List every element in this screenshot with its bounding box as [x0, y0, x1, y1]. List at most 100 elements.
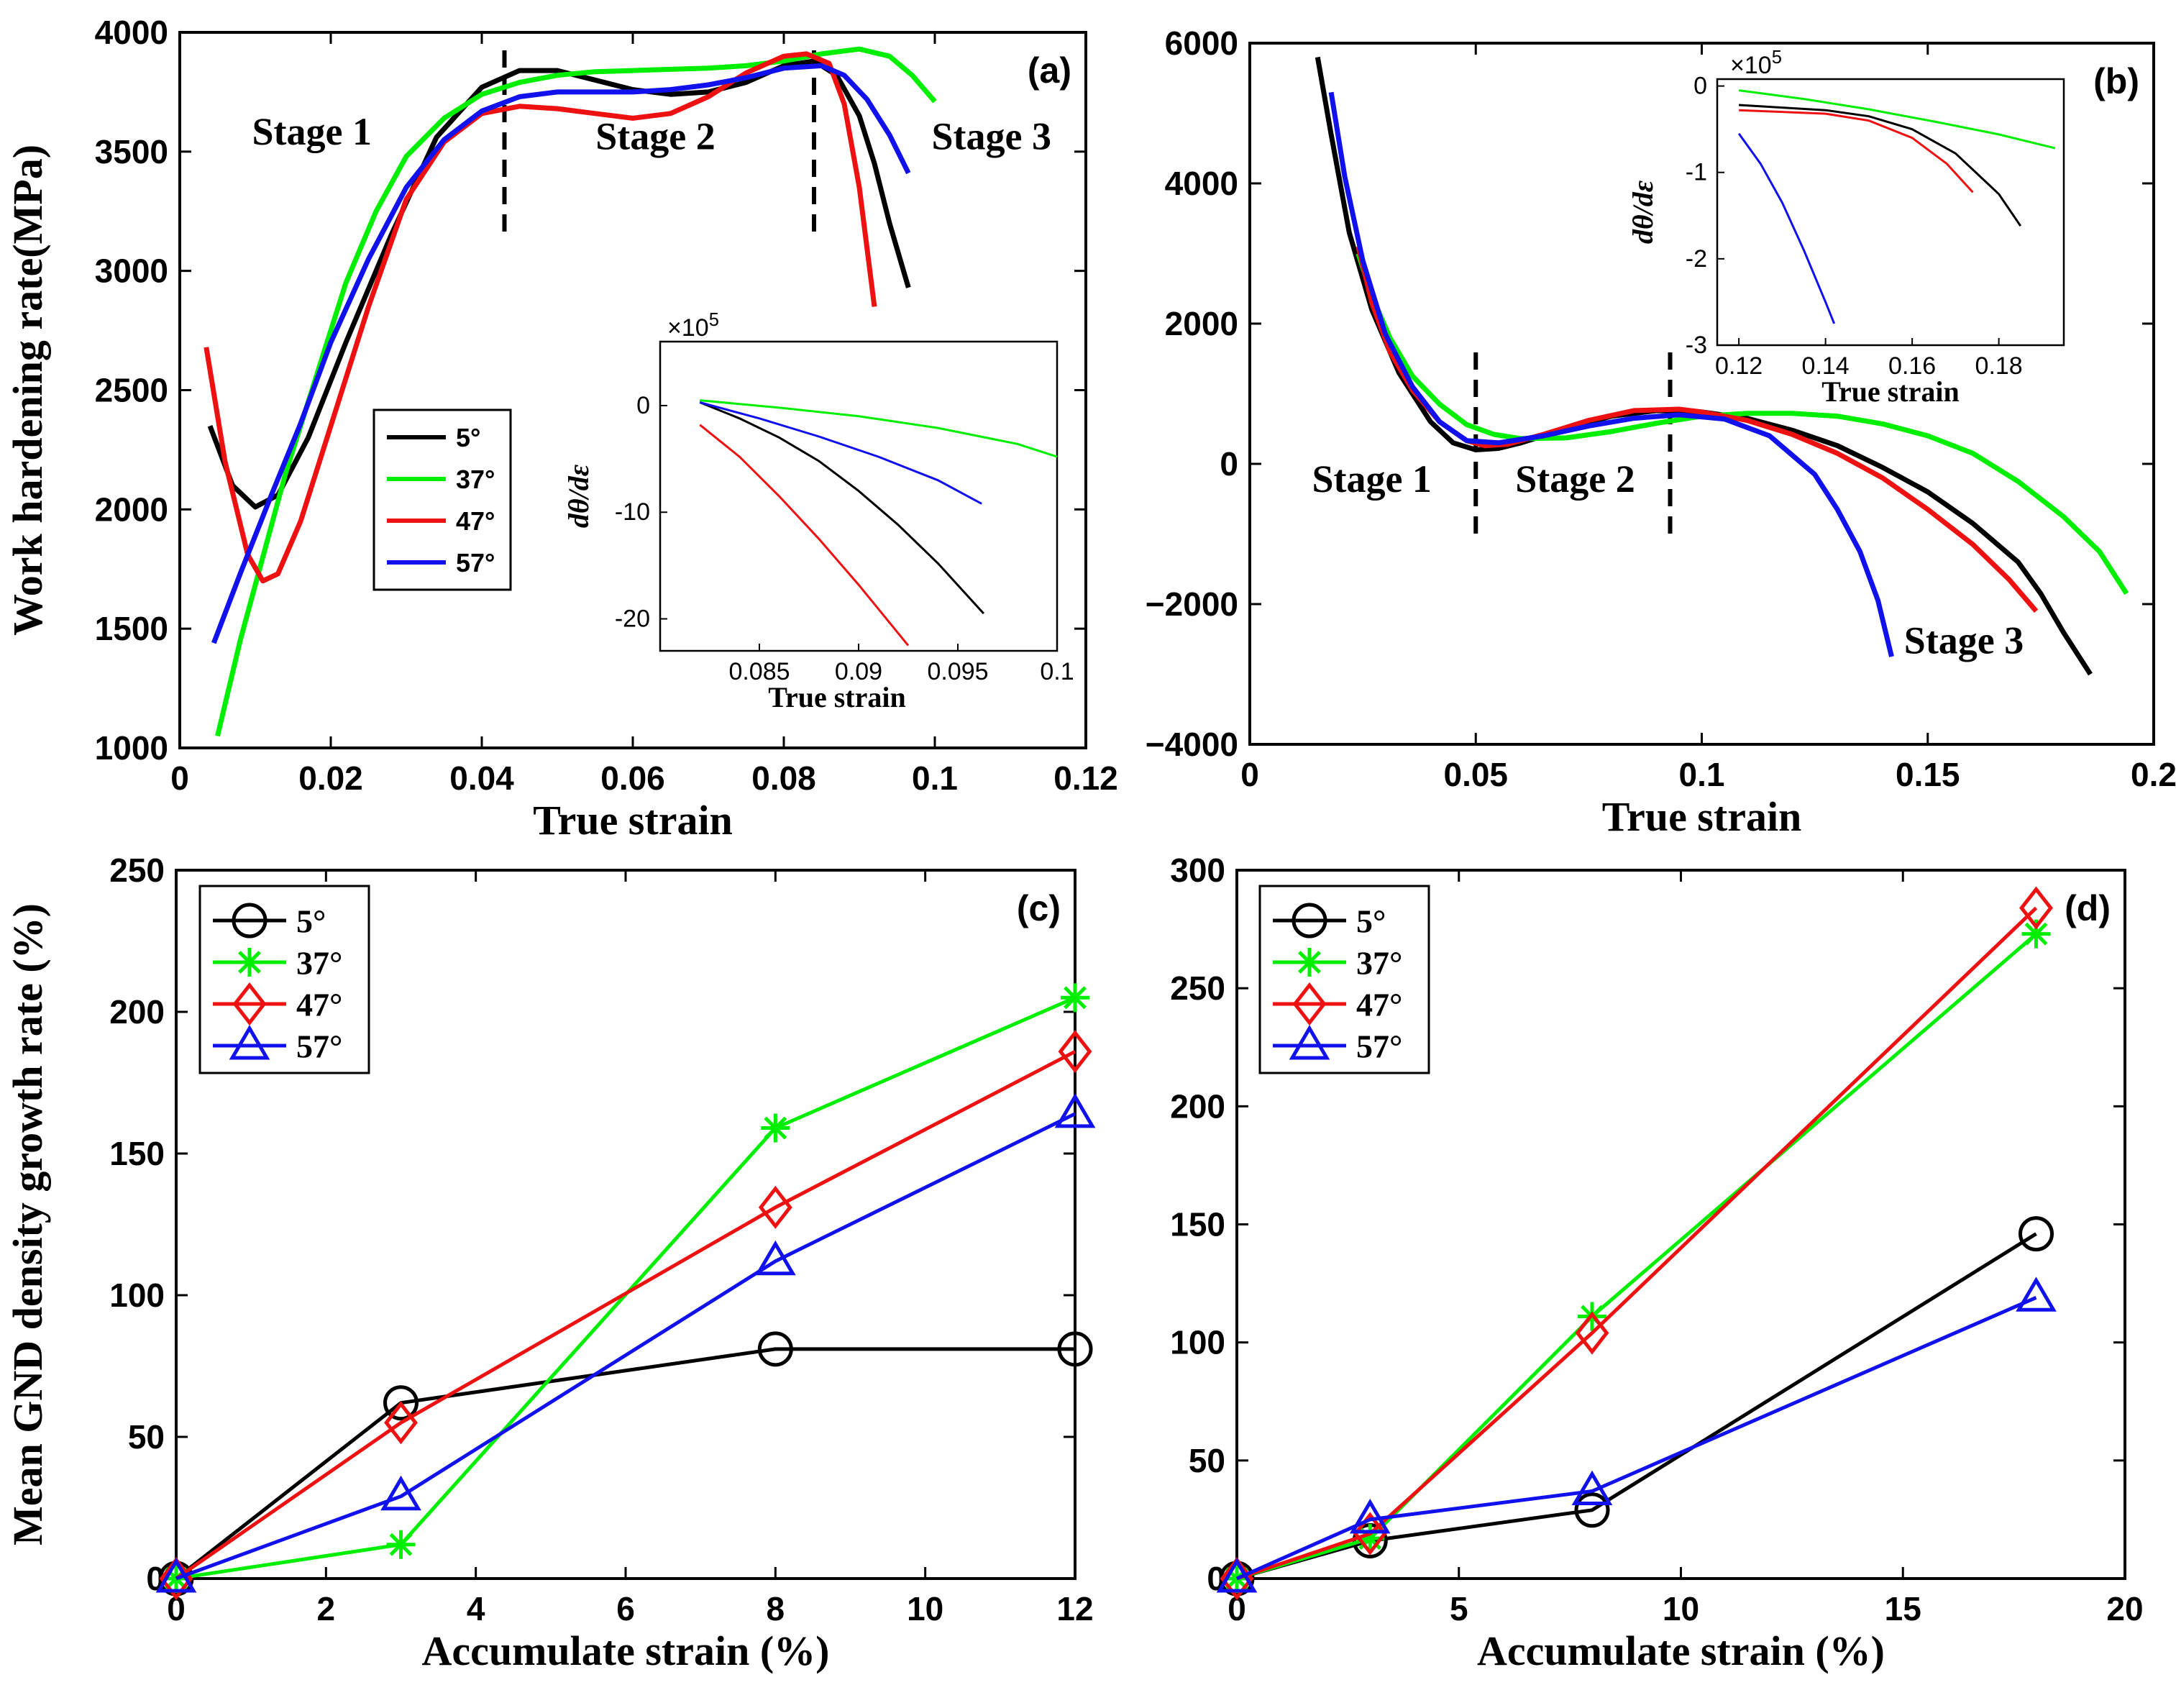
inset-y-tick-label: -1	[1686, 159, 1707, 186]
y-tick-label: 2000	[95, 490, 168, 528]
legend-label: 37°	[456, 465, 495, 494]
y-tick-label: 100	[1170, 1324, 1225, 1361]
data-point-triangle	[1571, 1470, 1613, 1506]
x-tick-label: 0.06	[600, 759, 665, 797]
panel-label: (a)	[1028, 50, 1071, 91]
series-line-47°	[175, 1049, 1076, 1581]
data-point-circle	[2019, 1216, 2054, 1252]
legend-label: 47°	[456, 506, 495, 536]
x-tick-label: 12	[1056, 1590, 1093, 1627]
y-tick-label: 200	[1170, 1087, 1225, 1125]
legend-marker-diamond	[1292, 982, 1327, 1026]
series-line-57°	[211, 63, 911, 644]
data-point-diamond	[159, 1556, 193, 1601]
x-tick-label: 15	[1885, 1590, 1921, 1627]
inset-frame	[659, 340, 1059, 652]
series-47°	[159, 1030, 1092, 1601]
legend-item-5°: 5°	[1273, 903, 1386, 940]
y-tick-label: 150	[109, 1135, 165, 1172]
y-tick-label: 4000	[1165, 165, 1238, 202]
y-tick-label: 4000	[95, 14, 168, 51]
y-tick-label: 150	[1170, 1206, 1225, 1243]
x-tick-label: 0.02	[298, 759, 363, 797]
legend-item-37°: 37°	[1273, 945, 1402, 982]
x-tick-label: 10	[907, 1590, 943, 1627]
data-point-circle	[1057, 1331, 1093, 1367]
inset-exponent-power: 5	[1772, 47, 1782, 68]
x-tick-label: 0.1	[1679, 756, 1725, 793]
inset-exponent-base: ×10	[1730, 52, 1772, 79]
series-line-5°	[207, 58, 911, 510]
panel-label: (d)	[2065, 888, 2111, 928]
inset-y-tick-label: 0	[636, 392, 650, 419]
series-5°	[207, 58, 911, 510]
inset-x-axis-label: True strain	[768, 681, 905, 713]
series-47°	[1220, 886, 2053, 1601]
x-axis-label: True strain	[1602, 793, 1802, 840]
legend-label: 37°	[1356, 945, 1402, 982]
data-point-triangle	[2016, 1277, 2057, 1312]
legend-label: 5°	[1356, 903, 1386, 940]
legend-label: 5°	[456, 423, 480, 452]
series-47°	[204, 51, 877, 584]
star-marker-stroke	[764, 1116, 787, 1140]
data-point-triangle	[1216, 1558, 1258, 1593]
legend-marker-triangle	[229, 1025, 270, 1060]
stage-annotation: Stage 1	[252, 110, 372, 153]
y-axis-label: Mean GND density growth rate (%)	[4, 903, 51, 1545]
inset-exponent: ×105	[1730, 47, 1782, 79]
series-37°	[1356, 252, 2129, 595]
data-point-diamond	[758, 1185, 792, 1229]
data-point-star	[761, 1113, 790, 1143]
inset-x-axis-label: True strain	[1821, 375, 1959, 408]
legend-c: 5° 37° 47° 57°	[198, 885, 370, 1074]
y-tick-label: 250	[1170, 969, 1225, 1007]
series-line-5°	[175, 1347, 1075, 1580]
inset-b: 0.12 0.14 0.16 0.18 0 -1 -2 -3 True strain dθ/dε ×…	[1627, 47, 2065, 408]
star-marker-stroke	[2024, 922, 2048, 946]
y-tick-label: 3000	[95, 252, 168, 290]
panel-b: 0 0.05 0.1 0.15 0.2 −4000 −2000 0 2000 4000 6000 Tr…	[1146, 24, 2176, 840]
y-tick-label: 2500	[95, 372, 168, 409]
series-37°	[162, 983, 1089, 1593]
legend-marker-diamond	[232, 982, 267, 1026]
x-tick-label: 0.12	[1053, 759, 1118, 797]
x-tick-label: 0.15	[1896, 756, 1960, 793]
y-tick-label: 0	[1220, 445, 1238, 483]
inset-x-tick-label: 0.16	[1888, 352, 1936, 380]
legend-a: 5° 37° 47° 57°	[372, 408, 512, 591]
data-point-star	[1061, 983, 1089, 1013]
y-axis-label: Work hardening rate(MPa)	[4, 145, 51, 636]
panel-a: 0 0.02 0.04 0.06 0.08 0.1 0.12 1000 1500 2000 2500…	[4, 14, 1118, 844]
x-tick-label: 0.04	[449, 759, 514, 797]
stage-annotation: Stage 3	[932, 115, 1051, 158]
x-tick-label: 0	[170, 759, 189, 797]
x-axis-label: True strain	[533, 797, 733, 844]
data-point-diamond	[384, 1401, 418, 1445]
legend-item-37°: 37°	[387, 465, 495, 494]
legend-item-47°: 47°	[1273, 982, 1402, 1026]
inset-x-tick-label: 0.085	[728, 658, 790, 685]
stage-annotation: Stage 2	[595, 115, 715, 158]
inset-series-47°	[1739, 109, 1974, 193]
legend-label: 47°	[296, 987, 342, 1023]
data-point-triangle	[380, 1475, 421, 1511]
legend-label: 57°	[296, 1028, 342, 1065]
x-tick-label: 2	[317, 1590, 336, 1627]
data-point-star	[386, 1530, 416, 1559]
inset-series-37°	[700, 399, 1058, 458]
legend-item-5°: 5°	[387, 423, 480, 452]
data-point-circle	[1574, 1492, 1610, 1528]
series-line-57°	[1328, 91, 1894, 657]
stage-annotation: Stage 1	[1312, 457, 1431, 501]
y-tick-label: 50	[128, 1418, 165, 1456]
inset-x-tick-label: 0.09	[835, 658, 882, 685]
series-57°	[155, 1092, 1096, 1593]
data-point-diamond	[1575, 1311, 1609, 1355]
series-line-57°	[175, 1112, 1076, 1581]
inset-series-47°	[699, 424, 910, 647]
x-tick-label: 0.05	[1443, 756, 1508, 793]
data-point-diamond	[1353, 1512, 1387, 1556]
